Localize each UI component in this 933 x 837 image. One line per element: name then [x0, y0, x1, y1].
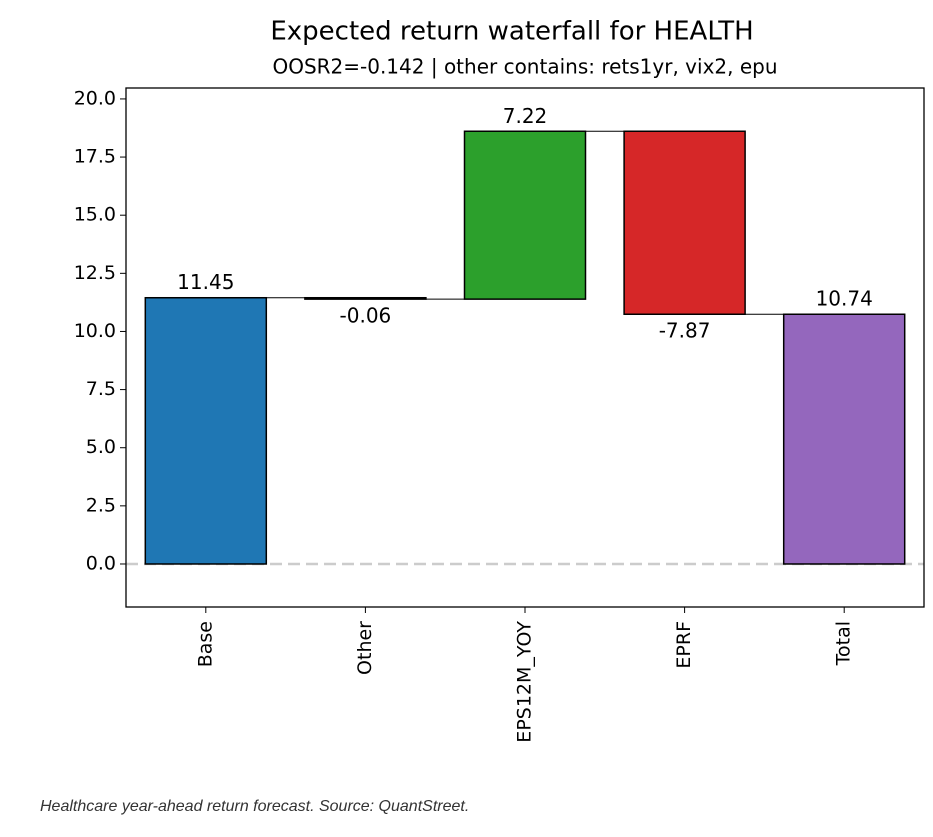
y-tick-label: 15.0	[74, 204, 116, 226]
value-label: 7.22	[503, 104, 548, 128]
bar	[304, 296, 427, 300]
y-tick-label: 20.0	[74, 87, 116, 109]
plot-frame	[125, 87, 925, 608]
bar	[623, 130, 746, 315]
y-tick-label: 5.0	[86, 436, 116, 458]
x-tick-label: Base	[194, 621, 216, 667]
bar	[463, 130, 587, 300]
value-label: -0.06	[340, 304, 392, 328]
value-label: -7.87	[659, 319, 711, 343]
x-tick-label: Other	[354, 621, 376, 675]
caption: Healthcare year-ahead return forecast. S…	[40, 798, 469, 815]
value-label: 11.45	[177, 270, 234, 294]
x-tick-label: EPRF	[673, 621, 695, 669]
y-tick-label: 12.5	[74, 262, 116, 284]
y-tick-label: 2.5	[86, 494, 116, 516]
chart-subtitle: OOSR2=-0.142 | other contains: rets1yr, …	[272, 55, 777, 79]
x-tick-label: Total	[833, 621, 855, 666]
bar	[782, 313, 906, 565]
value-label: 10.74	[816, 287, 873, 311]
x-tick-label: EPS12M_YOY	[514, 621, 536, 743]
chart-title: Expected return waterfall for HEALTH	[270, 17, 753, 47]
y-tick-label: 17.5	[74, 146, 116, 168]
y-tick-label: 0.0	[86, 552, 116, 574]
y-tick-label: 10.0	[74, 320, 116, 342]
bar	[144, 296, 268, 565]
y-tick-label: 7.5	[86, 378, 116, 400]
